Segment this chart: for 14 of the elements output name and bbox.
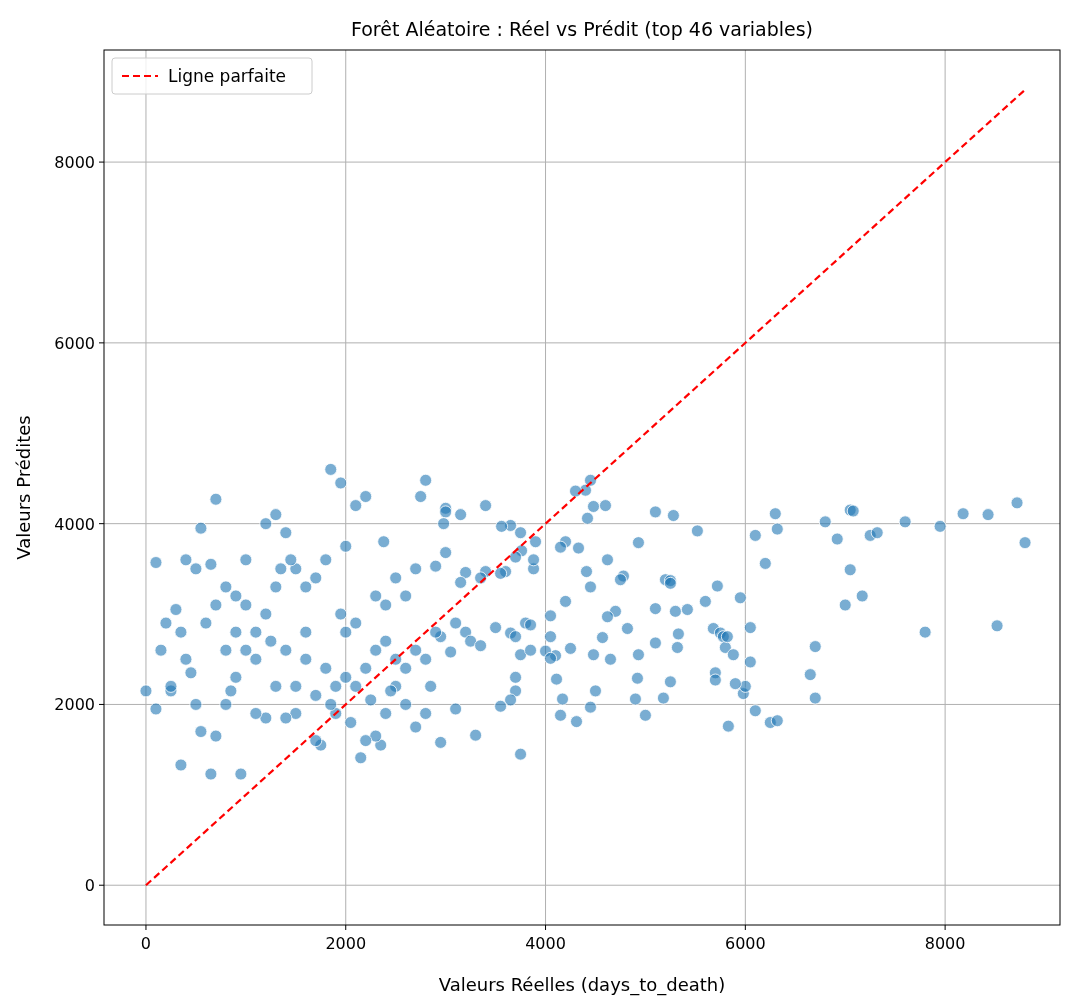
x-tick-label: 8000 <box>924 934 966 953</box>
y-tick-label: 0 <box>84 876 95 896</box>
x-tick-label: 4000 <box>525 934 566 953</box>
x-tick-label: 6000 <box>724 934 766 953</box>
chart-title: Forêt Aléatoire : Réel vs Prédit (top 46 variables) <box>350 18 814 40</box>
x-axis-title: Valeurs Réelles (days_to_death) <box>438 974 726 996</box>
x-tick-label: 2000 <box>325 934 367 953</box>
y-tick-label: 4000 <box>54 514 95 534</box>
y-tick-label: 2000 <box>54 695 95 715</box>
x-tick-label: 0 <box>140 934 152 953</box>
legend-label: Ligne parfaite <box>168 66 287 86</box>
y-tick-label: 8000 <box>54 153 95 173</box>
y-tick-label: 6000 <box>54 333 95 353</box>
y-axis-title: Valeurs Prédites <box>13 415 34 560</box>
